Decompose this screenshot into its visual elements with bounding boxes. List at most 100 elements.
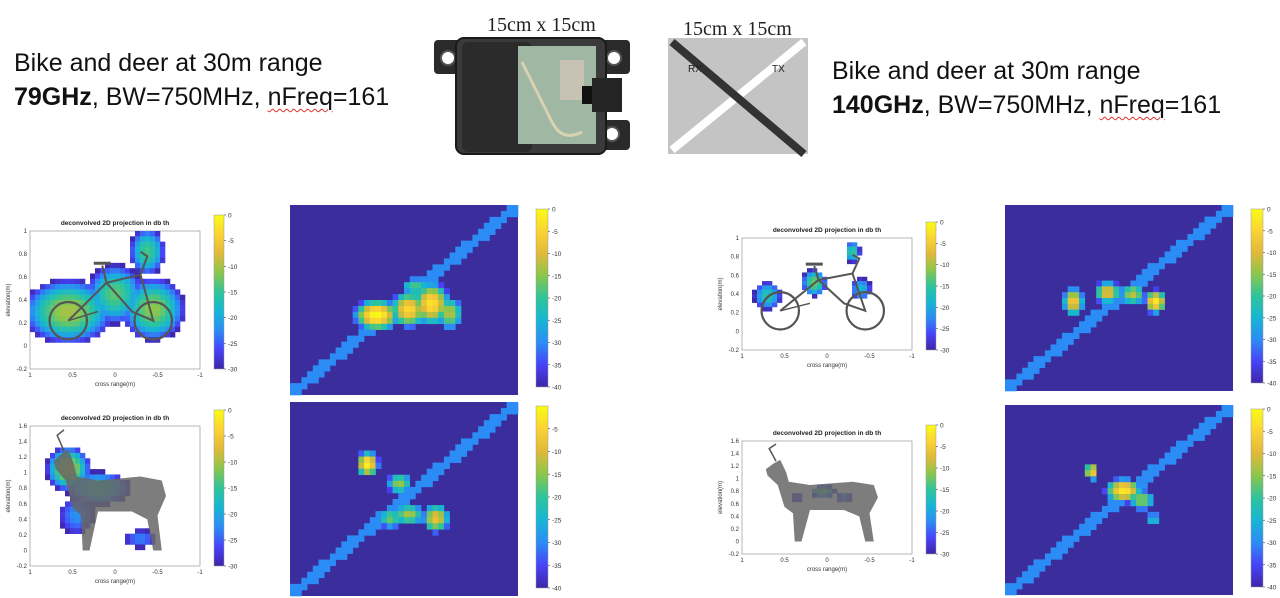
colorbar — [535, 208, 549, 388]
heatmap-cell — [90, 315, 96, 322]
heatmap-cell — [1204, 422, 1211, 430]
heatmap-cell — [125, 289, 131, 295]
heatmap-cell — [1124, 292, 1131, 299]
heatmap-cell — [438, 282, 445, 289]
colorbar-tick-label: 0 — [228, 213, 232, 220]
x-tick-label: 1 — [740, 354, 744, 360]
heatmap-cell — [135, 294, 141, 301]
heatmap-cell — [110, 273, 116, 280]
heatmap-cell — [426, 294, 433, 301]
heatmap-cell — [110, 284, 116, 290]
heatmap-cell — [324, 565, 331, 573]
heatmap-cell — [1158, 303, 1165, 310]
x-tick-label: 0.5 — [68, 570, 77, 576]
heatmap-cell — [155, 241, 161, 248]
heatmap-cell — [404, 492, 410, 500]
heatmap-cell — [358, 317, 365, 325]
heatmap-cell — [386, 311, 393, 319]
heatmap-cell — [180, 294, 186, 301]
chart-79ghz-bike-projection: deconvolved 2D projection in db th cross … — [6, 213, 238, 389]
heatmap-cell — [398, 499, 405, 506]
heatmap-cell — [455, 300, 462, 307]
x-tick-label: 1 — [740, 558, 744, 564]
heatmap-cell — [421, 300, 428, 307]
heatmap-cell — [55, 452, 61, 459]
heatmap-cell — [55, 326, 61, 333]
heatmap-cell — [386, 300, 393, 307]
heatmap-cell — [55, 331, 61, 338]
right-bandwidth: , BW=750MHz, — [923, 91, 1100, 119]
heatmap-cell — [1067, 292, 1074, 299]
heatmap-cell — [125, 321, 131, 327]
heatmap-cell — [95, 294, 101, 301]
colorbar-tick-label: -30 — [552, 340, 562, 347]
heatmap-cell — [438, 264, 445, 271]
heatmap-cell — [145, 539, 151, 545]
heatmap-cell — [105, 289, 111, 295]
heatmap-cell — [165, 310, 171, 317]
heatmap-cell — [135, 231, 141, 237]
heatmap-cell — [1062, 547, 1068, 554]
heatmap-cell — [364, 450, 371, 457]
heatmap-cell — [1010, 379, 1017, 386]
heatmap-cell — [478, 432, 485, 439]
heatmap-cell — [1153, 292, 1160, 299]
heatmap-cell — [767, 302, 773, 308]
heatmap-cell — [767, 285, 773, 290]
heatmap-cell — [75, 294, 81, 301]
heatmap-cell — [364, 329, 371, 336]
heatmap-cell — [1027, 565, 1034, 572]
heatmap-cell — [75, 463, 81, 470]
heatmap-cell — [60, 447, 66, 454]
heatmap-cell — [438, 288, 445, 295]
heatmap-cell — [1107, 494, 1114, 501]
x-tick-label: -0.5 — [864, 354, 875, 360]
heatmap-cell — [1147, 309, 1154, 316]
heatmap-cell — [50, 474, 56, 481]
heatmap-cell — [1107, 505, 1114, 513]
chart-title: deconvolved 2D projection in db th — [61, 415, 169, 422]
target-overlay — [765, 443, 878, 542]
heatmap-cell — [75, 305, 81, 311]
heatmap-cell — [100, 273, 106, 280]
heatmap-cell — [415, 288, 422, 295]
heatmap-cell — [155, 262, 161, 269]
bike-handlebar — [851, 253, 861, 274]
heatmap-cell — [1005, 583, 1011, 590]
heatmap-cell — [135, 528, 141, 534]
heatmap-cell — [170, 300, 176, 306]
heatmap-cell — [432, 270, 439, 277]
x-tick-label: 0.5 — [68, 373, 77, 379]
heatmap-cell — [1198, 428, 1205, 435]
heatmap-cell — [398, 317, 405, 325]
heatmap-cell — [135, 252, 141, 258]
heatmap-cell — [404, 317, 410, 325]
heatmap-cell — [130, 326, 136, 333]
heatmap-cell — [155, 284, 161, 290]
heatmap-cell — [1084, 523, 1091, 530]
heatmap-cell — [398, 511, 405, 518]
heatmap-cell — [867, 285, 873, 290]
colorbar-tick-label: -10 — [228, 264, 238, 271]
heatmap-cell — [145, 289, 151, 295]
heatmap-cell — [426, 480, 433, 488]
heatmap-cell — [175, 315, 181, 322]
heatmap-cell — [50, 321, 56, 327]
heatmap-cell — [1033, 367, 1040, 374]
heatmap-cell — [432, 311, 439, 319]
heatmap-cell — [105, 268, 111, 274]
heatmap-cell — [1090, 517, 1097, 525]
heatmap-cell — [369, 523, 376, 530]
heatmap-cell — [466, 246, 473, 253]
heatmap-cell — [35, 300, 41, 306]
heatmap-cell — [443, 311, 450, 319]
colorbar-tick-label: -30 — [228, 564, 238, 571]
colorbar-tick-label: 0 — [1267, 207, 1271, 214]
colorbar-tick-label: -35 — [552, 362, 562, 369]
x-axis-label: cross range(m) — [95, 382, 135, 388]
heatmap-cell — [409, 294, 416, 301]
heatmap-cell — [85, 469, 91, 475]
heatmap-cell — [318, 559, 325, 566]
heatmap-cell — [120, 262, 126, 269]
heatmap-cell — [1084, 529, 1091, 536]
